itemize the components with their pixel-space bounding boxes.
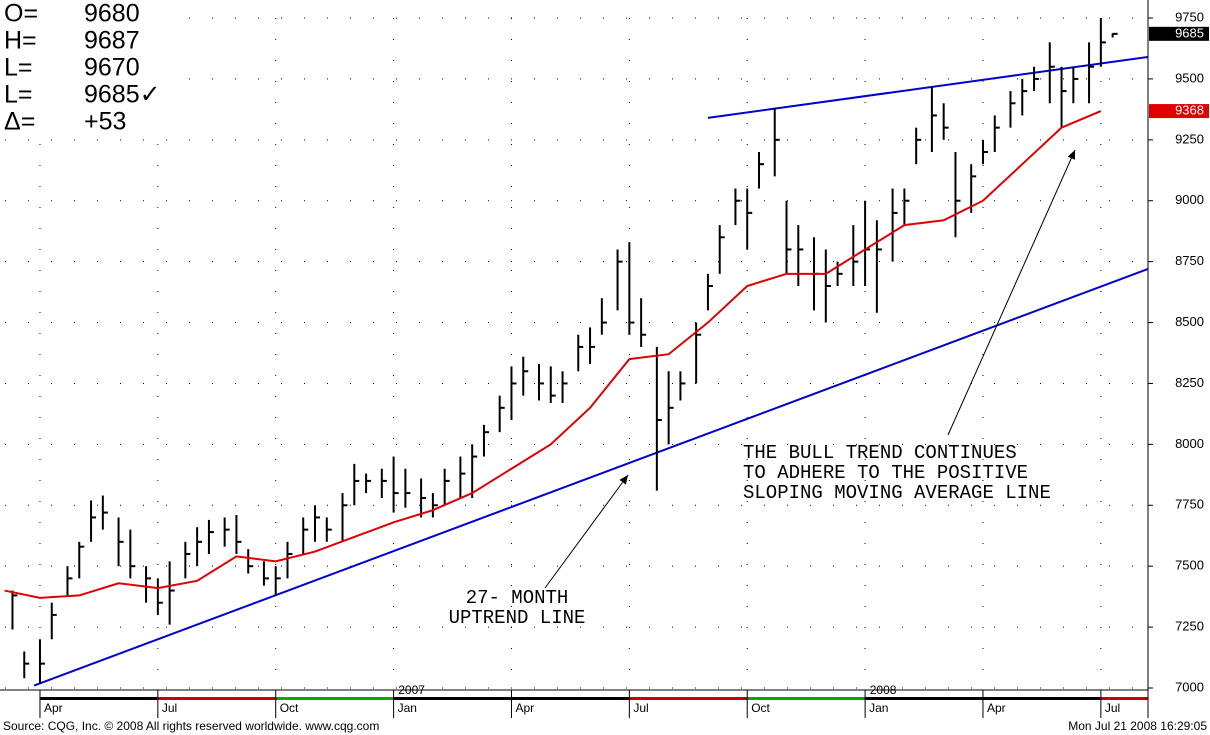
y-tick-label: 9000 [1175,192,1204,207]
quarter-strip [275,697,394,700]
y-tick-label: 8000 [1175,436,1204,451]
price-tag [1149,26,1209,41]
price-tag [1149,104,1209,119]
footer-time: Mon Jul 21 2008 16:29:05 [1068,719,1207,733]
x-tick-label: Jul [162,701,177,715]
readout-bg [0,2,170,29]
x-tick-label: Jan [398,701,417,715]
readout-bg [0,29,170,56]
x-tick-label: Jul [633,701,648,715]
annotation: TO ADHERE TO THE POSITIVE [743,462,1028,484]
readout-value: 9687 [84,27,140,55]
readout-label: L= [4,54,33,82]
trend-line [33,268,1149,687]
price-tag-label: 9685 [1175,25,1204,40]
readout-label: Δ= [4,108,35,136]
quarter-strip [157,697,276,700]
annotation: UPTREND LINE [449,607,586,629]
y-tick-label: 8750 [1175,253,1204,268]
x-tick-label: Oct [280,701,299,715]
quarter-strip [511,697,630,700]
y-tick-label: 8500 [1175,314,1204,329]
x-tick-label: Jul [1105,701,1120,715]
quarter-strip [629,697,748,700]
y-tick-label: 8250 [1175,375,1204,390]
x-tick-label: Apr [515,701,534,715]
year-label: 2008 [870,683,897,697]
x-tick-label: Apr [987,701,1006,715]
readout-value: 9685✓ [84,81,161,109]
readout-value: 9670 [84,54,140,82]
readout-value: +53 [84,108,126,136]
y-tick-label: 7750 [1175,497,1204,512]
y-tick-label: 7000 [1175,679,1204,694]
footer [0,718,1210,735]
y-tick-label: 9750 [1175,9,1204,24]
x-tick-label: Jan [869,701,888,715]
x-tick-label: Apr [44,701,63,715]
annotation: 27- MONTH [466,587,569,609]
readout-label: L= [4,81,33,109]
quarter-strip [747,697,866,700]
y-tick-label: 9250 [1175,131,1204,146]
readout-bg [0,83,170,110]
year-label: 2007 [398,683,425,697]
y-tick-label: 7500 [1175,558,1204,573]
price-tag-label: 9368 [1175,103,1204,118]
y-tick-label: 7250 [1175,619,1204,634]
arrow [544,474,629,589]
moving-average [4,110,1102,599]
x-tick-label: Oct [751,701,770,715]
quarter-strip [865,697,983,700]
quarter-strip [982,697,1101,700]
trend-line [707,55,1149,119]
readout-bg [0,110,170,137]
readout-bg [0,56,170,83]
readout-label: H= [4,27,37,55]
quarter-strip [39,697,158,700]
readout-label: O= [4,0,38,28]
quarter-strip [393,697,512,700]
annotation: SLOPING MOVING AVERAGE LINE [743,482,1051,504]
annotation: THE BULL TREND CONTINUES [743,442,1017,464]
arrow [947,149,1076,436]
quarter-strip [1100,697,1148,700]
readout-value: 9680 [84,0,140,28]
footer-source: Source: CQG, Inc. © 2008 All rights rese… [3,719,379,733]
y-tick-label: 9500 [1175,70,1204,85]
